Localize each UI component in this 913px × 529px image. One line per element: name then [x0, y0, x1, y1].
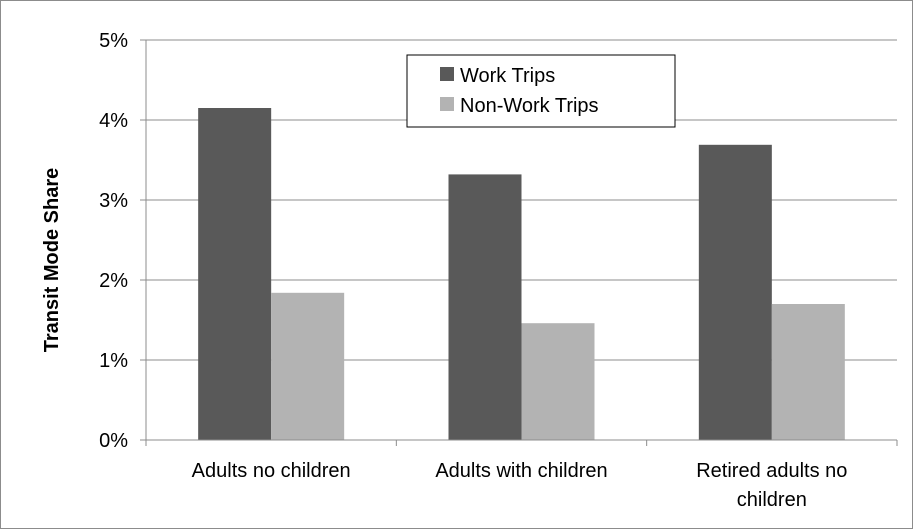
bar-work-trips-1 [198, 108, 272, 440]
legend-label-non-work-trips: Non-Work Trips [460, 95, 599, 117]
legend: Work Trips Non-Work Trips [406, 54, 676, 128]
bar-non-work-trips-3 [771, 304, 845, 440]
y-tick-label: 4% [99, 110, 128, 132]
y-tick-label: 5% [99, 30, 128, 52]
legend-label-work-trips: Work Trips [460, 65, 555, 87]
x-tick-label: Adults no children [192, 460, 351, 482]
bar-work-trips-3 [698, 144, 772, 441]
legend-swatch-non-work-trips [440, 97, 454, 111]
y-tick-label: 1% [99, 350, 128, 372]
axes [145, 40, 897, 441]
bar-work-trips-2 [448, 174, 522, 440]
y-tick-label: 0% [99, 430, 128, 452]
x-tick-labels: Adults no children Adults with children Re… [145, 440, 898, 511]
bar-non-work-trips-1 [271, 292, 345, 440]
y-axis-label: Transit Mode Share [41, 168, 63, 353]
bars [198, 108, 845, 441]
legend-swatch-work-trips [440, 67, 454, 81]
x-tick-label: Adults with children [435, 460, 607, 482]
y-tick-labels: 0% 1% 2% 3% 4% 5% [99, 30, 128, 452]
x-tick-label: Retired adults no children [696, 460, 847, 511]
y-tick-label: 3% [99, 190, 128, 212]
bar-non-work-trips-2 [521, 323, 595, 440]
y-tick-label: 2% [99, 270, 128, 292]
